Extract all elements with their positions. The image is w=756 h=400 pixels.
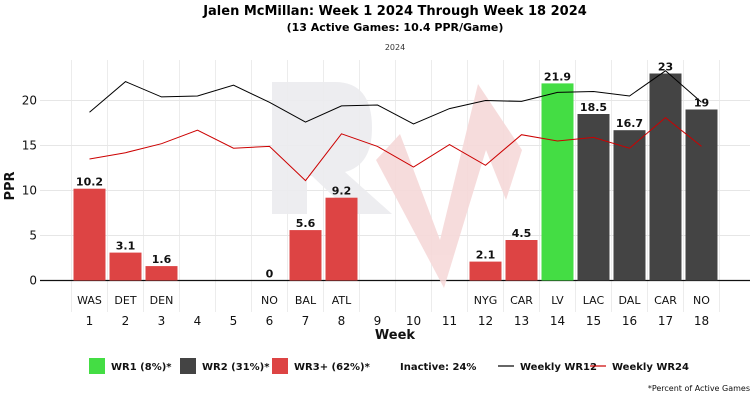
legend: WR1 (8%)* WR2 (31%)* WR3+ (62%)* Inactive: …	[89, 358, 689, 374]
footnote: *Percent of Active Games	[648, 384, 750, 393]
x-tick-label: 14	[550, 314, 565, 328]
x-tick-label: 11	[442, 314, 457, 328]
legend-label-wr2: WR2 (31%)*	[202, 362, 270, 373]
bar	[325, 197, 358, 281]
x-tick-label: 7	[302, 314, 310, 328]
data-labels: 10.2 3.1 1.6 0 5.6 9.2 2.1 4.5 21.9 18.5 16.7 23 19	[76, 61, 709, 281]
x-tick-label: 8	[338, 314, 346, 328]
bar	[541, 83, 574, 281]
x-tick-label: 9	[374, 314, 382, 328]
bar	[73, 188, 106, 281]
x-tick-label: 12	[478, 314, 493, 328]
chart-subtitle: (13 Active Games: 10.4 PPR/Game)	[287, 21, 504, 34]
opponent-label: NO	[261, 294, 278, 307]
opponent-label: LAC	[583, 294, 605, 307]
series-lines	[89, 70, 702, 182]
series-line-weekly-wr12	[89, 70, 702, 125]
opponent-label: WAS	[77, 294, 102, 307]
data-label: 19	[694, 97, 709, 110]
legend-label-wr1: WR1 (8%)*	[111, 362, 172, 373]
opponent-label: LV	[551, 294, 564, 307]
data-label: 23	[658, 61, 673, 74]
legend-label-wr24: Weekly WR24	[612, 362, 689, 373]
data-label: 1.6	[152, 253, 172, 266]
opponent-label: CAR	[654, 294, 677, 307]
data-label: 16.7	[616, 117, 643, 130]
bar	[649, 73, 682, 281]
opponent-label: BAL	[295, 294, 317, 307]
chart-title: Jalen McMillan: Week 1 2024 Through Week…	[202, 4, 587, 19]
bars	[73, 73, 718, 281]
x-ticks: 1 2 3 4 5 6 7 8 9 10 11 12 13 14 15 16 17 18	[86, 314, 709, 328]
opponent-label: DEN	[150, 294, 174, 307]
opponent-label: CAR	[510, 294, 533, 307]
bar	[613, 130, 646, 281]
bar	[289, 230, 322, 281]
opponent-labels: WAS DET DEN NO BAL ATL NYG CAR LV LAC DAL CAR NO	[77, 294, 710, 307]
x-tick-label: 17	[658, 314, 673, 328]
x-tick-label: 5	[230, 314, 238, 328]
data-label: 2.1	[476, 249, 496, 262]
bar	[685, 109, 718, 281]
x-tick-label: 18	[694, 314, 709, 328]
legend-swatch-wr3	[272, 358, 288, 374]
x-tick-label: 3	[158, 314, 166, 328]
x-axis-label: Week	[375, 328, 416, 343]
data-label: 21.9	[544, 70, 571, 83]
legend-label-wr12: Weekly WR12	[520, 362, 597, 373]
y-ticks: 0 5 10 15 20	[22, 94, 37, 288]
x-tick-label: 13	[514, 314, 529, 328]
x-tick-label: 2	[122, 314, 130, 328]
data-label: 18.5	[580, 101, 607, 114]
year-tag: 2024	[385, 43, 405, 52]
bar	[469, 261, 502, 281]
y-tick-label: 0	[29, 274, 37, 288]
x-tick-label: 10	[406, 314, 421, 328]
data-label: 9.2	[332, 185, 352, 198]
opponent-label: DAL	[619, 294, 642, 307]
x-tick-label: 16	[622, 314, 637, 328]
watermark-logo	[272, 82, 522, 288]
opponent-label: NYG	[474, 294, 497, 307]
data-label: 0	[266, 268, 274, 281]
legend-label-wr3: WR3+ (62%)*	[294, 362, 371, 373]
opponent-label: DET	[114, 294, 136, 307]
data-label: 3.1	[116, 240, 136, 253]
y-axis-label: PPR	[3, 171, 18, 200]
x-tick-label: 15	[586, 314, 601, 328]
legend-label-inactive: Inactive: 24%	[400, 362, 476, 373]
data-label: 4.5	[512, 227, 532, 240]
bar	[109, 252, 142, 281]
bar	[145, 266, 178, 281]
legend-swatch-wr1	[89, 358, 105, 374]
data-label: 10.2	[76, 176, 103, 189]
x-tick-label: 4	[194, 314, 202, 328]
y-tick-label: 10	[22, 184, 37, 198]
legend-swatch-wr2	[180, 358, 196, 374]
data-label: 5.6	[296, 217, 316, 230]
opponent-label: ATL	[332, 294, 352, 307]
x-tick-label: 6	[266, 314, 274, 328]
opponent-label: NO	[693, 294, 710, 307]
bar	[577, 114, 610, 281]
y-tick-label: 5	[29, 229, 37, 243]
x-tick-label: 1	[86, 314, 94, 328]
bar	[505, 240, 538, 281]
y-tick-label: 15	[22, 139, 37, 153]
series-line-weekly-wr24	[89, 116, 702, 182]
y-tick-label: 20	[22, 94, 37, 108]
